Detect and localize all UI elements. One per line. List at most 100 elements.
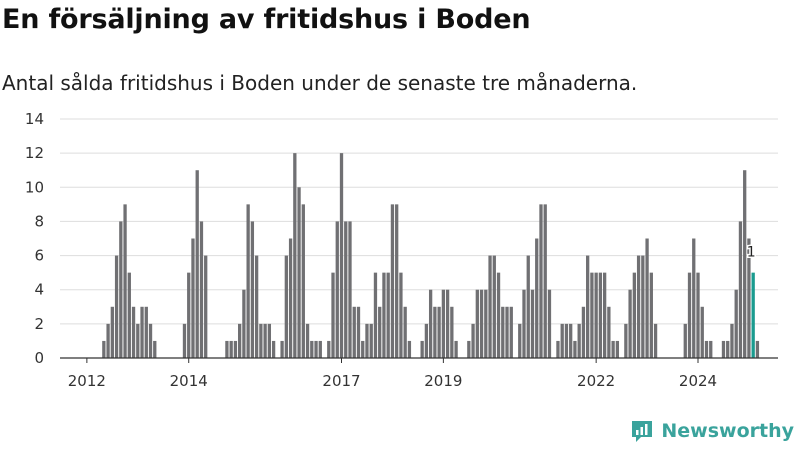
bar <box>131 306 136 358</box>
label-layer: 1 <box>745 243 757 262</box>
bar <box>331 272 335 358</box>
bar <box>254 255 259 358</box>
bar <box>560 323 564 358</box>
page-title: En försäljning av fritidshus i Boden <box>2 4 531 35</box>
bar <box>569 323 573 358</box>
bar <box>148 323 153 358</box>
bar <box>106 323 110 358</box>
bar <box>352 306 356 358</box>
x-tick-label: 2017 <box>322 372 360 390</box>
bar <box>649 272 653 358</box>
bar <box>305 323 310 358</box>
grid-layer <box>60 118 778 325</box>
bar <box>102 340 106 358</box>
bar <box>441 289 446 358</box>
bar <box>297 187 301 358</box>
chart-subtitle: Antal sålda fritidshus i Boden under de … <box>2 71 638 95</box>
bar <box>259 323 263 358</box>
bar <box>378 306 382 358</box>
bar <box>501 306 505 358</box>
bar <box>420 340 424 358</box>
bar <box>348 221 352 358</box>
bar <box>632 272 636 358</box>
bar <box>195 170 199 358</box>
bar <box>721 340 726 358</box>
bar <box>403 306 407 358</box>
y-tick-label: 10 <box>25 178 44 196</box>
bar <box>437 306 441 358</box>
bar <box>522 289 526 358</box>
bar <box>581 306 586 358</box>
bar <box>547 289 552 358</box>
bar <box>369 323 373 358</box>
bar <box>250 221 255 358</box>
bar <box>611 340 615 358</box>
bar <box>204 255 208 358</box>
x-tick-label: 2014 <box>170 372 208 390</box>
y-tick-label: 8 <box>34 212 44 230</box>
bar <box>454 340 458 358</box>
bar <box>505 306 509 358</box>
bar <box>271 340 276 358</box>
bar <box>365 323 369 358</box>
bar <box>683 323 687 358</box>
bar <box>743 170 747 358</box>
bar <box>293 153 297 358</box>
bar <box>344 221 348 358</box>
bar <box>301 204 305 358</box>
bar <box>110 306 114 358</box>
bar <box>624 323 628 358</box>
bar <box>530 289 535 358</box>
bar <box>242 289 246 358</box>
bar <box>424 323 429 358</box>
bar <box>386 272 390 358</box>
bar <box>526 255 530 358</box>
bar <box>123 204 127 358</box>
bar <box>653 323 658 358</box>
bar <box>395 204 399 358</box>
bar <box>144 306 148 358</box>
y-tick-label: 6 <box>34 247 44 265</box>
bar <box>755 340 760 358</box>
bar <box>407 340 412 358</box>
bar <box>734 289 738 358</box>
bar <box>153 340 157 358</box>
bar <box>119 221 123 358</box>
bar <box>433 306 437 358</box>
bar <box>488 255 492 358</box>
bar <box>191 238 195 358</box>
bar <box>564 323 569 358</box>
bar <box>335 221 339 358</box>
bar <box>140 306 144 358</box>
bar <box>594 272 598 358</box>
bar <box>390 204 395 358</box>
bar <box>267 323 272 358</box>
bar <box>284 255 288 358</box>
x-tick-label: 2024 <box>679 372 717 390</box>
bar <box>479 289 484 358</box>
bar <box>602 272 607 358</box>
bar <box>199 221 204 358</box>
bar <box>382 272 386 358</box>
bar <box>263 323 267 358</box>
bar <box>114 255 119 358</box>
bar <box>696 272 700 358</box>
y-tick-label: 2 <box>34 315 44 333</box>
bar <box>607 306 611 358</box>
bar <box>709 340 713 358</box>
bar <box>399 272 403 358</box>
bar <box>467 340 471 358</box>
bar <box>225 340 229 358</box>
bar <box>187 272 191 358</box>
bar <box>475 289 479 358</box>
bar <box>246 204 250 358</box>
bar <box>445 289 450 358</box>
bar <box>373 272 378 358</box>
bar-layer <box>102 153 760 358</box>
bar <box>700 306 704 358</box>
bar-highlight <box>751 272 755 358</box>
bar <box>428 289 433 358</box>
bar <box>229 340 233 358</box>
bar <box>535 238 539 358</box>
